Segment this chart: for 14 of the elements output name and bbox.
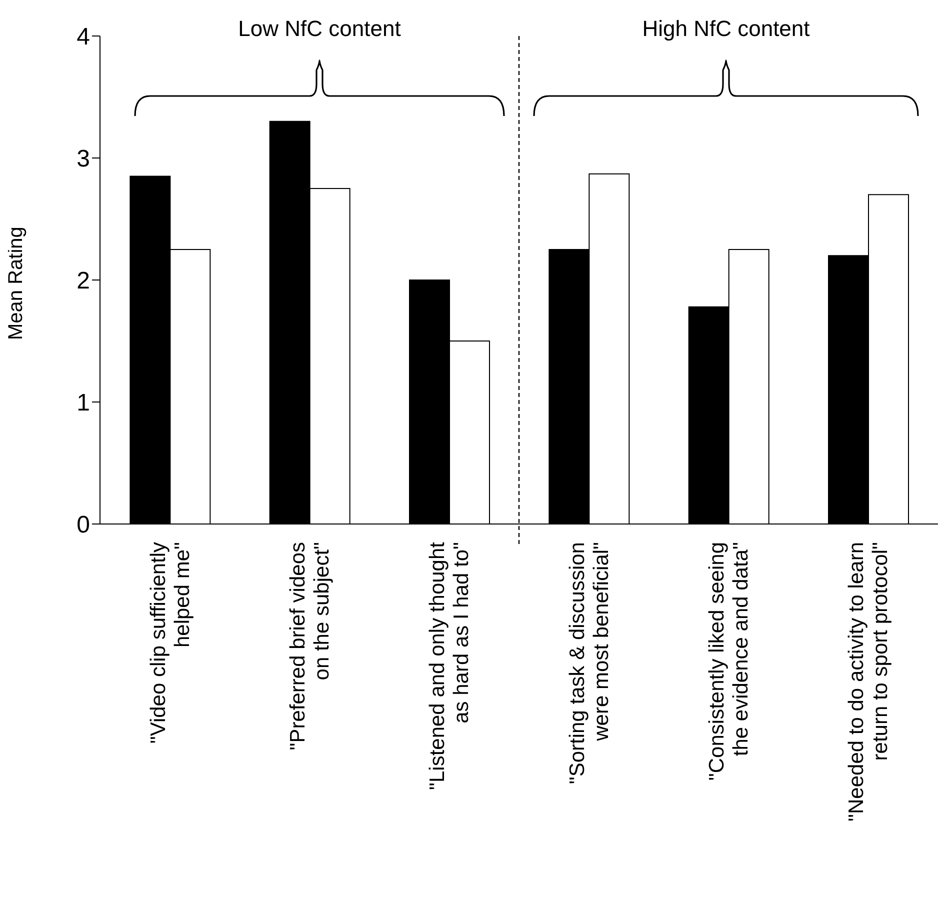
x-tick-label: "Video clip sufficiently helped me" (146, 542, 194, 744)
y-axis-title: Mean Rating (5, 226, 28, 340)
y-tick-label: 4 (76, 24, 90, 51)
annotation: Low NfC content (238, 16, 401, 41)
y-tick-label: 2 (76, 268, 90, 295)
y-tick-label: 1 (76, 390, 90, 417)
y-tick-label: 3 (76, 146, 90, 173)
annotation: High NfC content (642, 16, 810, 41)
x-tick-label: "Listened and only thought as hard as I had to" (426, 542, 474, 790)
x-tick-label: "Preferred brief videos on the subject" (286, 542, 334, 750)
x-tick-label: "Needed to do activity to learn return to sport protocol" (845, 542, 892, 822)
x-tick-label: "Sorting task & discussion were most beneficial" (566, 542, 613, 784)
x-tick-label: "Consistently liked seeing the evidence and data" (706, 542, 752, 781)
y-tick-label: 0 (76, 512, 90, 539)
